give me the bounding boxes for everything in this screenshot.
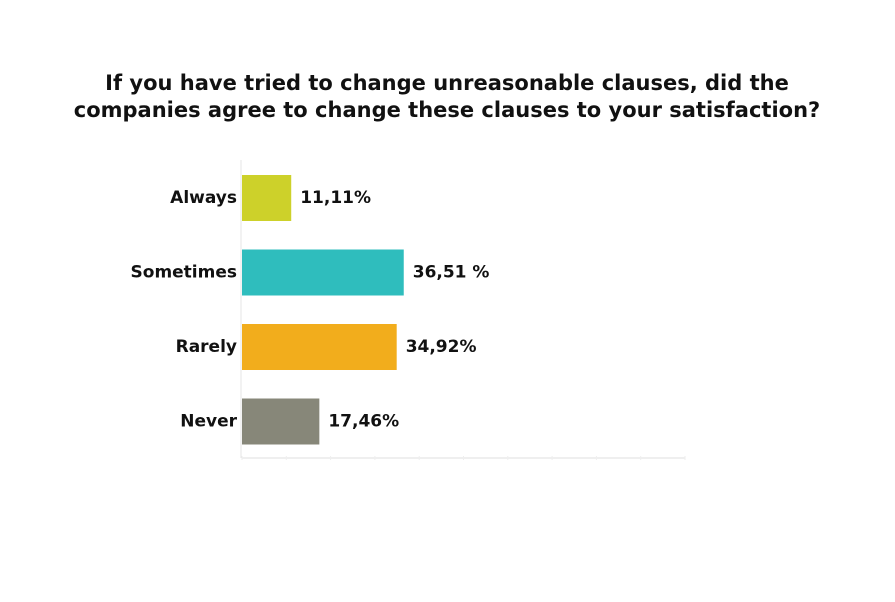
category-label: Rarely xyxy=(176,337,237,357)
value-label: 36,51 % xyxy=(413,263,490,283)
value-label: 34,92% xyxy=(406,337,477,357)
category-label: Never xyxy=(180,412,237,432)
bar xyxy=(242,398,320,445)
value-label: 17,46% xyxy=(328,412,399,432)
bar xyxy=(242,249,404,296)
category-label: Always xyxy=(170,188,237,208)
category-label: Sometimes xyxy=(131,263,237,283)
bar xyxy=(242,175,292,221)
value-label: 11,11% xyxy=(300,188,371,208)
bar xyxy=(242,324,397,370)
chart-title: If you have tried to change unreasonable… xyxy=(73,71,821,122)
